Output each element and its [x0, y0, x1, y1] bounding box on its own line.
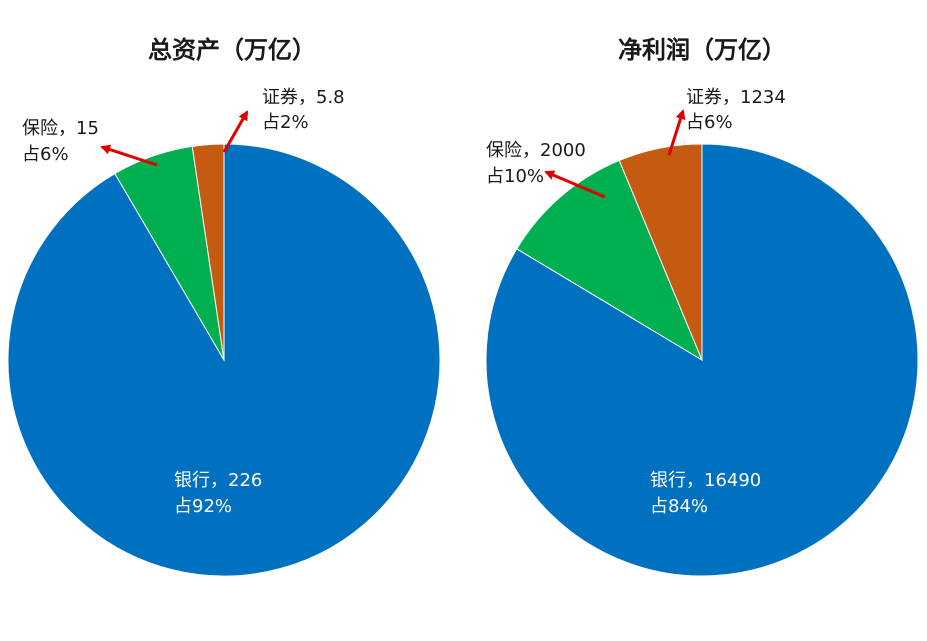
pie-chart-net-profit: 净利润（万亿） 银行，16490 占84% 保险，2000 占10% 证券，12…	[485, 36, 919, 577]
pie-slice-insurance	[516, 159, 704, 362]
arrow-securities-label	[222, 110, 249, 153]
slice-label-insurance-line2: 占10%	[486, 166, 544, 187]
arrow-insurance-label	[100, 144, 158, 167]
slice-label-securities-line2: 占6%	[686, 112, 733, 133]
pie-title-net-profit: 净利润（万亿）	[618, 36, 786, 64]
slice-label-insurance-line1: 保险，15	[22, 118, 99, 139]
slice-label-securities-line1: 证券，5.8	[262, 87, 345, 108]
arrow-insurance-label	[544, 170, 606, 199]
slice-label-bank-line2: 占92%	[174, 496, 232, 517]
arrow-securities-label	[667, 109, 686, 156]
slice-label-insurance-line1: 保险，2000	[486, 140, 586, 161]
pie-slice-securities	[618, 143, 703, 361]
slice-label-insurance-line2: 占6%	[22, 144, 69, 165]
slice-label-securities-line2: 占2%	[262, 112, 309, 133]
pie-title-total-assets: 总资产（万亿）	[148, 36, 316, 64]
slice-label-bank-line1: 银行，226	[174, 470, 262, 491]
slice-label-bank-line2: 占84%	[650, 496, 708, 517]
slice-label-bank-line1: 银行，16490	[650, 470, 761, 491]
slice-label-securities-line1: 证券，1234	[686, 87, 786, 108]
pie-slice-securities	[191, 143, 225, 361]
pie-chart-total-assets: 总资产（万亿） 银行，226 占92% 保险，15 占6% 证券，5.8 占2%	[7, 36, 441, 577]
